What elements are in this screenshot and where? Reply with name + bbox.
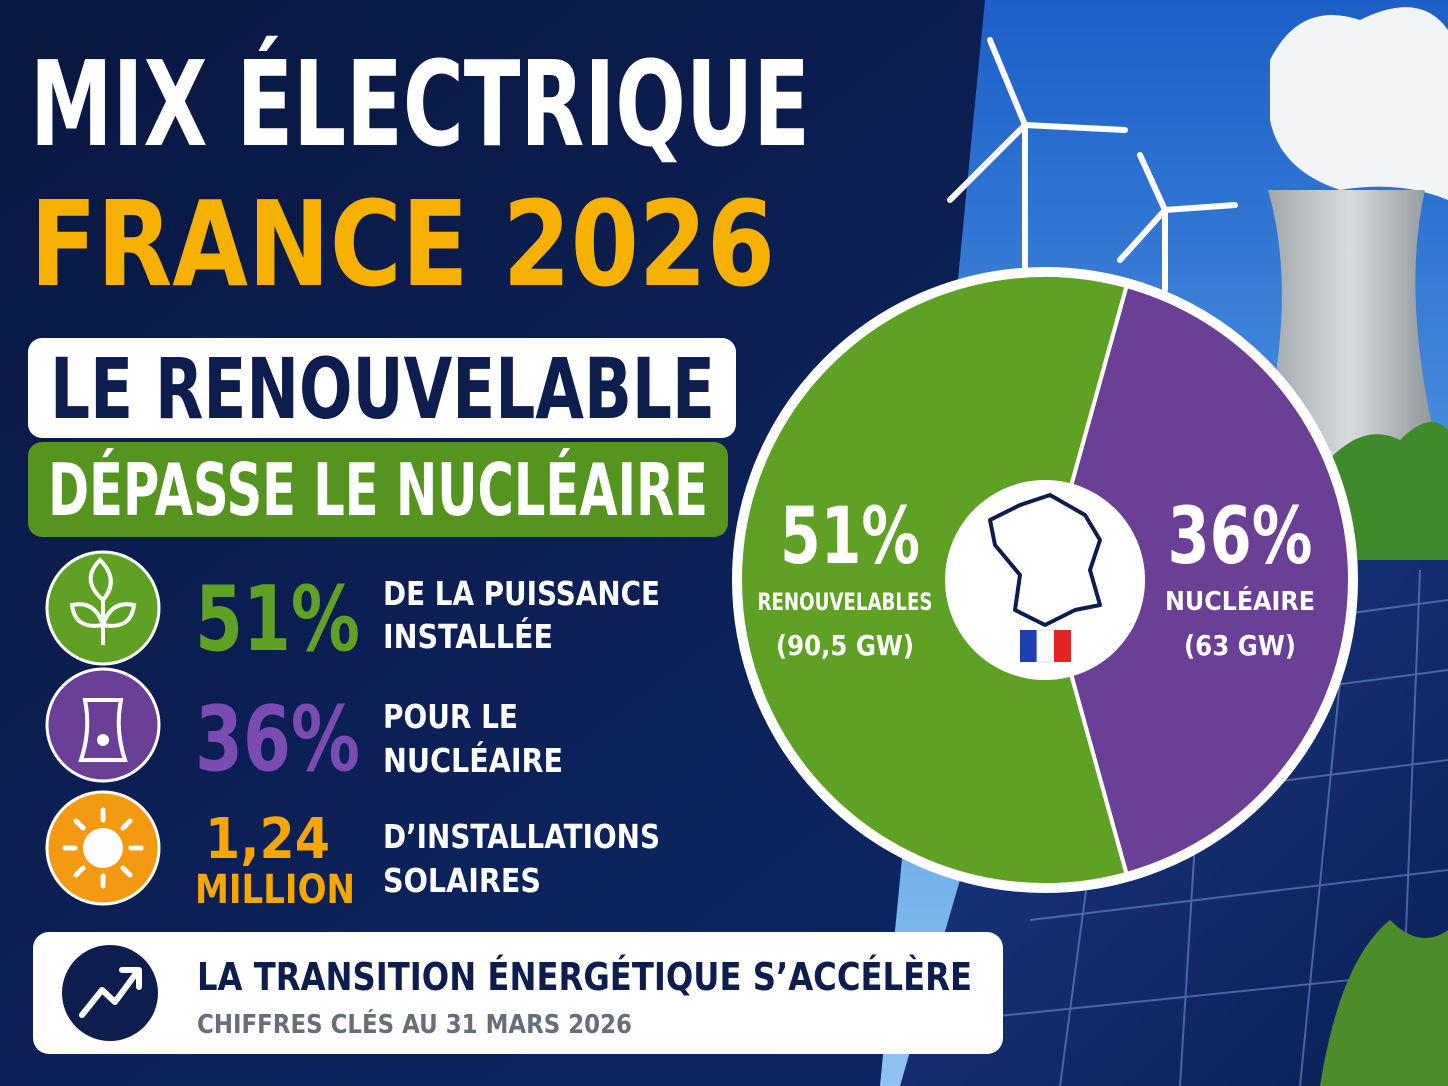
- cooling-tower: [1258, 190, 1440, 460]
- pie-chart: [738, 273, 1352, 887]
- stat-value: MILLION: [195, 867, 355, 913]
- trend-icon: [62, 945, 158, 1041]
- sun-glyph: [83, 828, 123, 868]
- nuclear-glyph: [78, 698, 128, 762]
- banner-text: DÉPASSE LE NUCLÉAIRE: [48, 448, 708, 532]
- banner-text: LE RENOUVELABLE: [50, 340, 715, 438]
- footer-title: LA TRANSITION ÉNERGÉTIQUE S’ACCÉLÈRE: [197, 955, 972, 999]
- title: FRANCE 2026: [30, 175, 775, 313]
- pie-value-label: 36%: [1168, 492, 1313, 582]
- flag-red: [1054, 630, 1071, 662]
- pie-detail-label: (90,5 GW): [776, 629, 914, 662]
- pie-slice: [1042, 283, 1352, 877]
- stat-label: NUCLÉAIRE: [383, 740, 563, 780]
- stat-label: DE LA PUISSANCE: [383, 574, 660, 613]
- trend-arrow: [79, 967, 142, 1018]
- stat-label: SOLAIRES: [383, 861, 541, 900]
- pie-slice: [738, 273, 1130, 887]
- pie-category-label: RENOUVELABLES: [758, 588, 933, 616]
- steam: [1270, 7, 1448, 201]
- title: MIX ÉLECTRIQUE: [30, 35, 810, 173]
- atom: [97, 734, 109, 746]
- flag-blue: [1020, 630, 1037, 662]
- france-map: [988, 493, 1102, 627]
- banner: [28, 442, 728, 537]
- leaf-glyph: [69, 557, 137, 645]
- pie-category-label: NUCLÉAIRE: [1165, 585, 1315, 617]
- wind-turbines: [947, 37, 1238, 293]
- stat-value: 36%: [195, 687, 360, 792]
- nuclear-icon: [45, 667, 161, 783]
- flag-white: [1036, 629, 1055, 663]
- pie-value-label: 51%: [780, 492, 920, 582]
- footer-box: [33, 932, 1003, 1054]
- stat-value: 1,24: [205, 807, 330, 872]
- stat-label: D’INSTALLATIONS: [383, 817, 660, 856]
- stat-label: INSTALLÉE: [383, 616, 553, 656]
- footer-subtitle: CHIFFRES CLÉS AU 31 MARS 2026: [197, 1008, 632, 1040]
- sun-rays: [62, 807, 144, 889]
- pie-border: [732, 267, 1358, 893]
- bush: [1320, 920, 1448, 1086]
- pie-detail-label: (63 GW): [1184, 629, 1296, 662]
- stat-label: POUR LE: [383, 697, 518, 736]
- banner: [28, 338, 736, 438]
- stat-value: 51%: [195, 567, 360, 672]
